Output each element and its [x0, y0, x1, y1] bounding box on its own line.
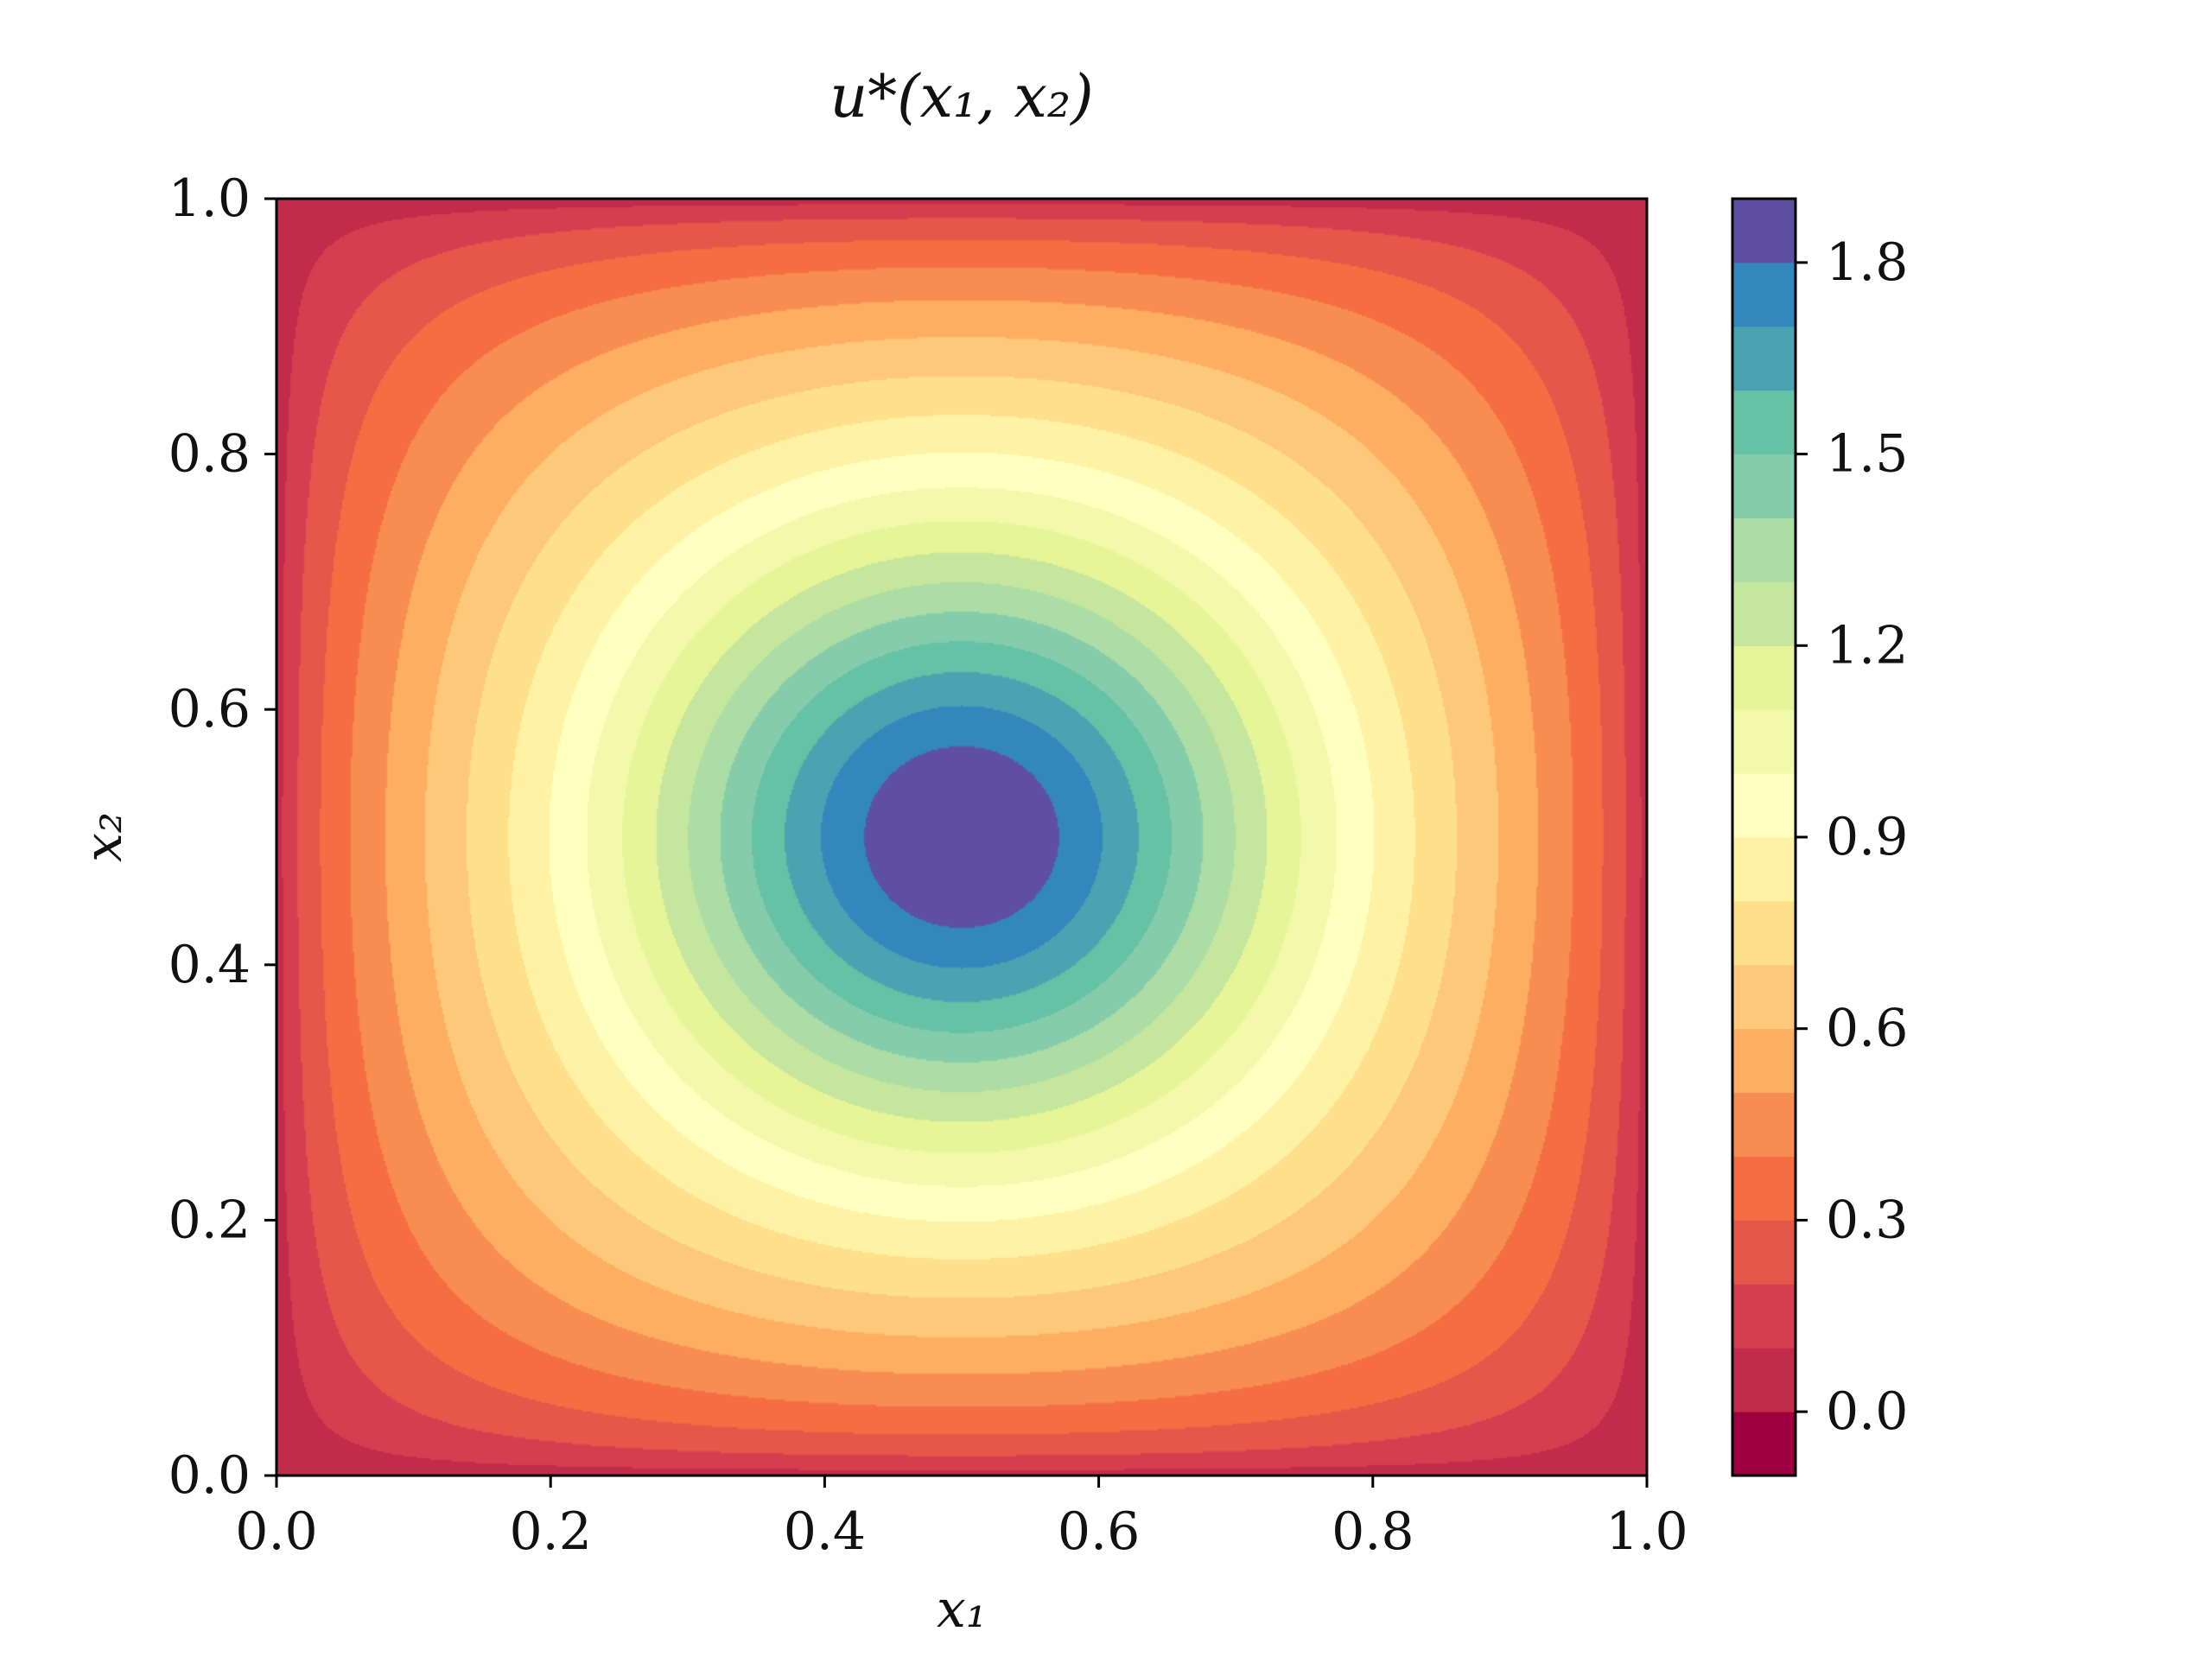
colorbar-band: [1732, 773, 1796, 838]
y-tick-label: 0.6: [168, 679, 251, 739]
x-tick-label: 0.2: [509, 1501, 591, 1562]
colorbar-tick-label: 0.9: [1826, 807, 1908, 867]
colorbar-band: [1732, 1156, 1796, 1221]
colorbar-band: [1732, 581, 1796, 646]
colorbar-band: [1732, 900, 1796, 966]
colorbar-band: [1732, 645, 1796, 710]
colorbar-band: [1732, 262, 1796, 327]
x-tick-label: 1.0: [1605, 1501, 1688, 1562]
x-tick-label: 0.0: [235, 1501, 317, 1562]
colorbar-band: [1732, 709, 1796, 774]
plot-frame: [275, 197, 1649, 1477]
y-tick-label: 0.0: [168, 1445, 251, 1506]
colorbar-band: [1732, 964, 1796, 1030]
colorbar-tick-label: 1.5: [1826, 424, 1908, 485]
colorbar-band: [1732, 1092, 1796, 1157]
colorbar-band: [1732, 1284, 1796, 1349]
colorbar-band: [1732, 1348, 1796, 1412]
colorbar-band: [1732, 837, 1796, 902]
colorbar-tick-label: 0.6: [1826, 999, 1908, 1059]
colorbar-band: [1732, 1028, 1796, 1094]
colorbar-band: [1732, 390, 1796, 455]
colorbar-band: [1732, 199, 1796, 263]
colorbar-tick-label: 1.2: [1826, 615, 1908, 676]
x-tick-label: 0.6: [1058, 1501, 1140, 1562]
colorbar-band: [1732, 454, 1796, 518]
colorbar-band: [1732, 326, 1796, 391]
colorbar-band: [1732, 517, 1796, 582]
y-tick-label: 0.8: [168, 424, 251, 485]
y-axis-label: x₂: [73, 812, 134, 862]
contour-field: [276, 199, 1647, 1476]
colorbar-band: [1732, 1220, 1796, 1285]
colorbar-band: [1732, 1412, 1796, 1476]
x-axis-label: x₁: [937, 1579, 987, 1640]
x-tick-label: 0.8: [1332, 1501, 1414, 1562]
x-tick-label: 0.4: [784, 1501, 866, 1562]
colorbar-tick-label: 0.0: [1826, 1381, 1908, 1442]
y-tick-label: 0.4: [168, 935, 251, 995]
y-tick-label: 0.2: [168, 1190, 251, 1250]
chart-title: u*(x₁, x₂): [830, 63, 1093, 131]
colorbar-tick-label: 1.8: [1826, 232, 1908, 293]
y-tick-label: 1.0: [168, 168, 251, 229]
colorbar-tick-label: 0.3: [1826, 1190, 1908, 1250]
